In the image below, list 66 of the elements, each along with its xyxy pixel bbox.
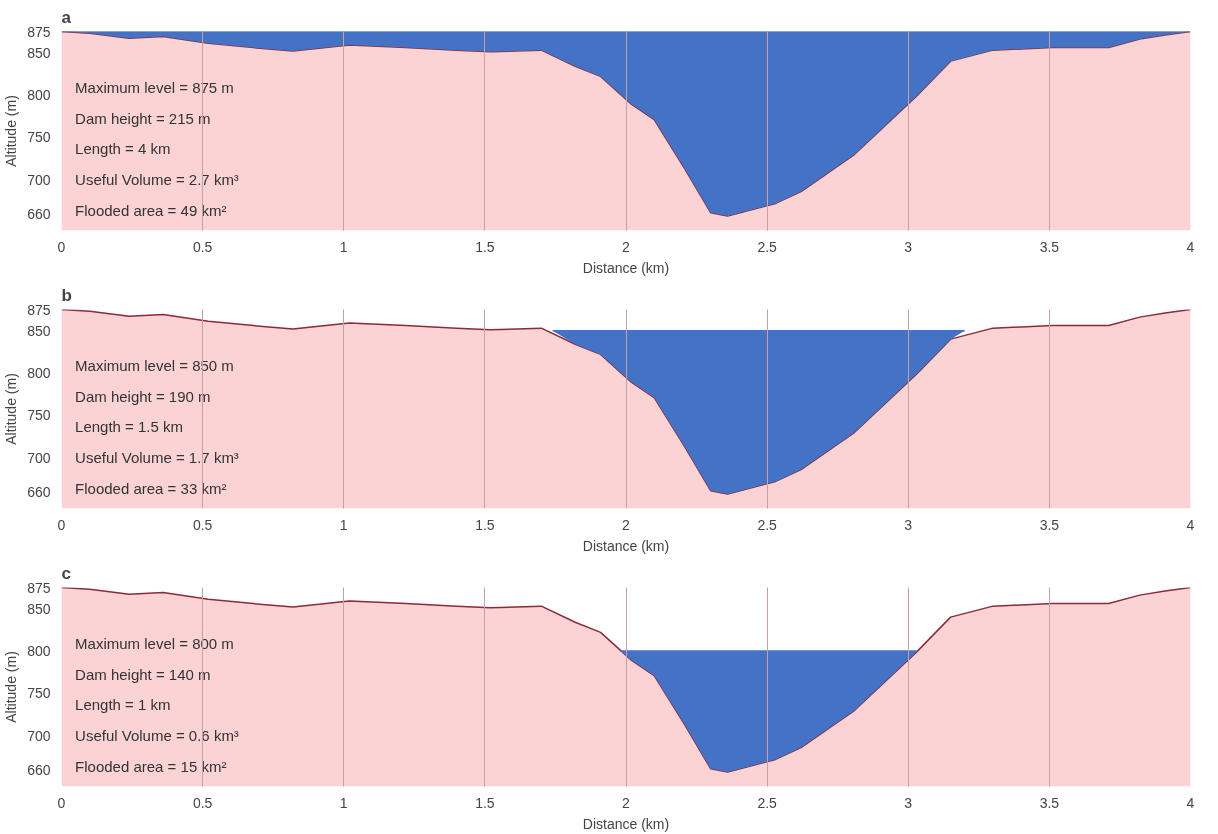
x-tick-label: 1 — [339, 794, 348, 811]
y-tick-label: 700 — [27, 727, 51, 744]
y-tick-label: 800 — [27, 643, 51, 660]
x-tick-label: 3 — [904, 794, 913, 811]
y-tick-label: 850 — [27, 44, 51, 61]
y-tick-label: 660 — [27, 483, 51, 500]
x-tick-label: 1.5 — [475, 516, 495, 533]
x-tick-label: 0 — [57, 794, 66, 811]
x-tick-label: 0 — [57, 516, 66, 533]
y-tick-label: 800 — [27, 87, 51, 104]
x-tick-label: 4 — [1186, 238, 1195, 255]
x-tick-label: 2.5 — [757, 238, 778, 255]
annotation: Length = 1 km — [75, 696, 171, 714]
x-axis-title: Distance (km) — [582, 815, 670, 832]
annotation: Length = 4 km — [75, 140, 171, 158]
x-tick-label: 3 — [904, 238, 913, 255]
x-axis-title: Distance (km) — [582, 537, 670, 554]
y-tick-label: 850 — [27, 600, 51, 617]
x-tick-label: 0 — [57, 238, 66, 255]
x-tick-label: 3 — [904, 516, 913, 533]
y-tick-label: 660 — [27, 761, 51, 778]
y-tick-label: 875 — [27, 301, 51, 318]
y-axis-title: Altitude (m) — [3, 651, 20, 723]
x-tick-label: 2.5 — [757, 794, 778, 811]
y-tick-label: 800 — [27, 365, 51, 382]
y-tick-label: 700 — [27, 171, 51, 188]
y-tick-label: 850 — [27, 322, 51, 339]
x-tick-label: 3.5 — [1039, 794, 1060, 811]
annotation: Length = 1.5 km — [75, 418, 184, 436]
x-tick-label: 1.5 — [475, 794, 495, 811]
annotation: Useful Volume = 1.7 km³ — [75, 449, 239, 467]
chart-title: c — [61, 563, 71, 583]
annotation: Useful Volume = 2.7 km³ — [75, 171, 239, 189]
y-tick-label: 660 — [27, 205, 51, 222]
x-tick-label: 1 — [339, 516, 348, 533]
x-tick-label: 2 — [622, 794, 631, 811]
x-tick-label: 0.5 — [192, 238, 213, 255]
y-axis-title: Altitude (m) — [3, 95, 20, 167]
y-tick-label: 875 — [27, 23, 51, 40]
chart-title: a — [61, 7, 72, 27]
annotation: Flooded area = 33 km² — [75, 480, 227, 498]
annotation: Flooded area = 15 km² — [75, 758, 227, 776]
y-tick-label: 875 — [27, 579, 51, 596]
x-tick-label: 0.5 — [192, 794, 213, 811]
x-tick-label: 3.5 — [1039, 238, 1060, 255]
x-tick-label: 2 — [622, 516, 631, 533]
annotation: Dam height = 190 m — [75, 387, 211, 405]
chart-title: b — [61, 285, 72, 305]
annotation: Flooded area = 49 km² — [75, 202, 227, 220]
y-tick-label: 750 — [27, 685, 51, 702]
x-axis-title: Distance (km) — [582, 259, 670, 276]
y-axis-title: Altitude (m) — [3, 373, 20, 445]
x-tick-label: 4 — [1186, 516, 1195, 533]
x-tick-label: 2.5 — [757, 516, 778, 533]
x-tick-label: 3.5 — [1039, 516, 1060, 533]
annotation: Maximum level = 875 m — [75, 78, 234, 96]
y-tick-label: 750 — [27, 407, 51, 424]
x-tick-label: 2 — [622, 238, 631, 255]
annotation: Dam height = 215 m — [75, 109, 211, 127]
x-tick-label: 0.5 — [192, 516, 213, 533]
y-tick-label: 700 — [27, 449, 51, 466]
x-tick-label: 4 — [1186, 794, 1195, 811]
annotation: Dam height = 140 m — [75, 665, 211, 683]
x-tick-label: 1.5 — [475, 238, 495, 255]
x-tick-label: 1 — [339, 238, 348, 255]
y-tick-label: 750 — [27, 129, 51, 146]
